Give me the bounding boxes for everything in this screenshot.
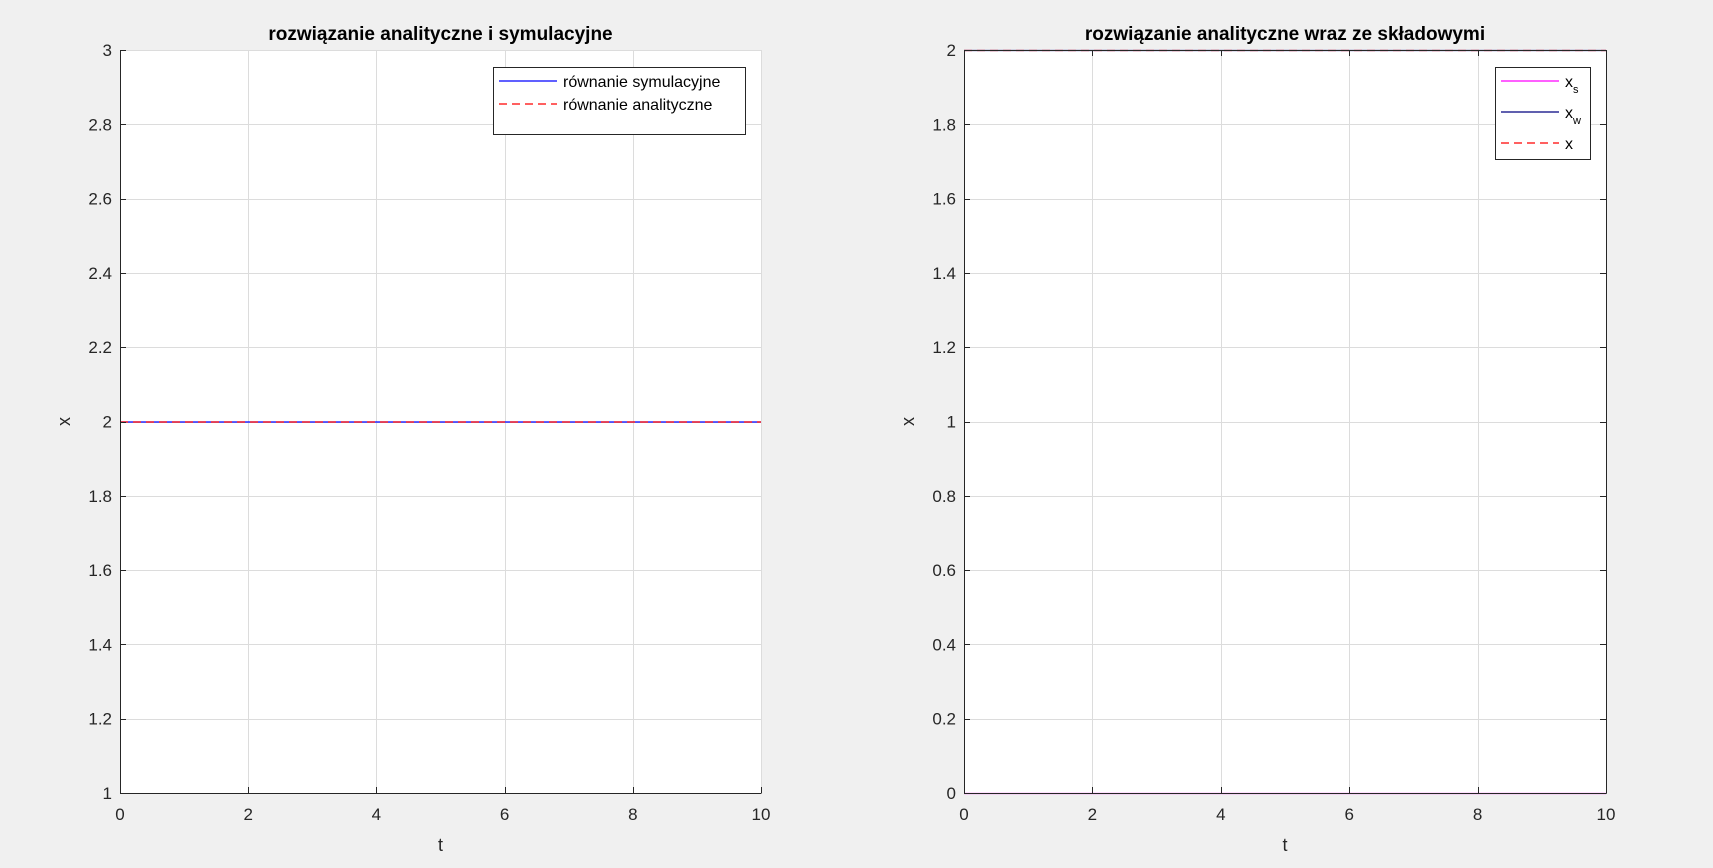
x-tick-label: 6 <box>1344 805 1353 824</box>
y-axis-label: x <box>54 417 74 426</box>
legend-label-subscript: s <box>1573 84 1579 96</box>
plot-area <box>964 50 1606 793</box>
y-tick-label: 3 <box>103 41 112 60</box>
y-tick-label: 1.6 <box>88 561 112 580</box>
y-tick-label: 2 <box>103 413 112 432</box>
x-tick-label: 2 <box>1088 805 1097 824</box>
x-tick-label: 4 <box>1216 805 1225 824</box>
legend-label-3: x <box>1565 136 1573 153</box>
y-tick-label: 1 <box>947 413 956 432</box>
x-axis-label: t <box>1282 835 1287 855</box>
y-tick-label: 0.2 <box>932 710 956 729</box>
y-axis-label: x <box>898 417 918 426</box>
chart-title: rozwiązanie analityczne i symulacyjne <box>268 24 612 45</box>
y-tick-label: 2 <box>947 41 956 60</box>
y-tick-label: 1.6 <box>932 190 956 209</box>
y-tick-label: 1.2 <box>88 710 112 729</box>
y-tick-label: 2.4 <box>88 264 112 283</box>
y-tick-label: 1.8 <box>88 487 112 506</box>
axes <box>964 50 1607 794</box>
x-tick-label: 8 <box>628 805 637 824</box>
legend-label-subscript: w <box>1572 115 1581 127</box>
legend-box <box>493 67 746 135</box>
y-tick-label: 1.8 <box>932 115 956 134</box>
y-tick-label: 0.4 <box>932 635 956 654</box>
y-tick-label: 2.2 <box>88 338 112 357</box>
y-tick-label: 0.8 <box>932 487 956 506</box>
y-tick-label: 1 <box>103 784 112 803</box>
y-tick-label: 0 <box>947 784 956 803</box>
x-axis-label: t <box>438 835 443 855</box>
y-tick-label: 1.4 <box>932 264 956 283</box>
y-tick-label: 2.6 <box>88 190 112 209</box>
x-tick-label: 4 <box>372 805 381 824</box>
y-tick-label: 1.2 <box>932 338 956 357</box>
chart-title: rozwiązanie analityczne wraz ze składowy… <box>1085 24 1485 45</box>
chart-2: 0 2 4 6 8 10 0 0.2 0.4 0.6 0.8 1 1.2 1.4 1.6 1.8 2 rozwią… <box>898 24 1615 855</box>
axes <box>120 50 762 794</box>
y-tick-label: 1.4 <box>88 635 112 654</box>
x-tick-label: 10 <box>752 805 771 824</box>
x-tick-label: 0 <box>115 805 124 824</box>
y-tick-label: 0.6 <box>932 561 956 580</box>
x-tick-label: 2 <box>243 805 252 824</box>
x-tick-label: 8 <box>1473 805 1482 824</box>
legend-label-2: równanie analityczne <box>563 97 713 114</box>
x-tick-label: 6 <box>500 805 509 824</box>
legend-box <box>1495 67 1591 160</box>
x-tick-label: 10 <box>1597 805 1616 824</box>
legend: równanie symulacyjne równanie analityczne <box>493 67 746 135</box>
x-tick-label: 0 <box>959 805 968 824</box>
chart-1: 0 2 4 6 8 10 1 1.2 1.4 1.6 1.8 2 2.2 2.4 2.6 2.8 3 rozwią… <box>54 24 770 855</box>
legend-label-1: równanie symulacyjne <box>563 74 721 91</box>
y-tick-label: 2.8 <box>88 115 112 134</box>
